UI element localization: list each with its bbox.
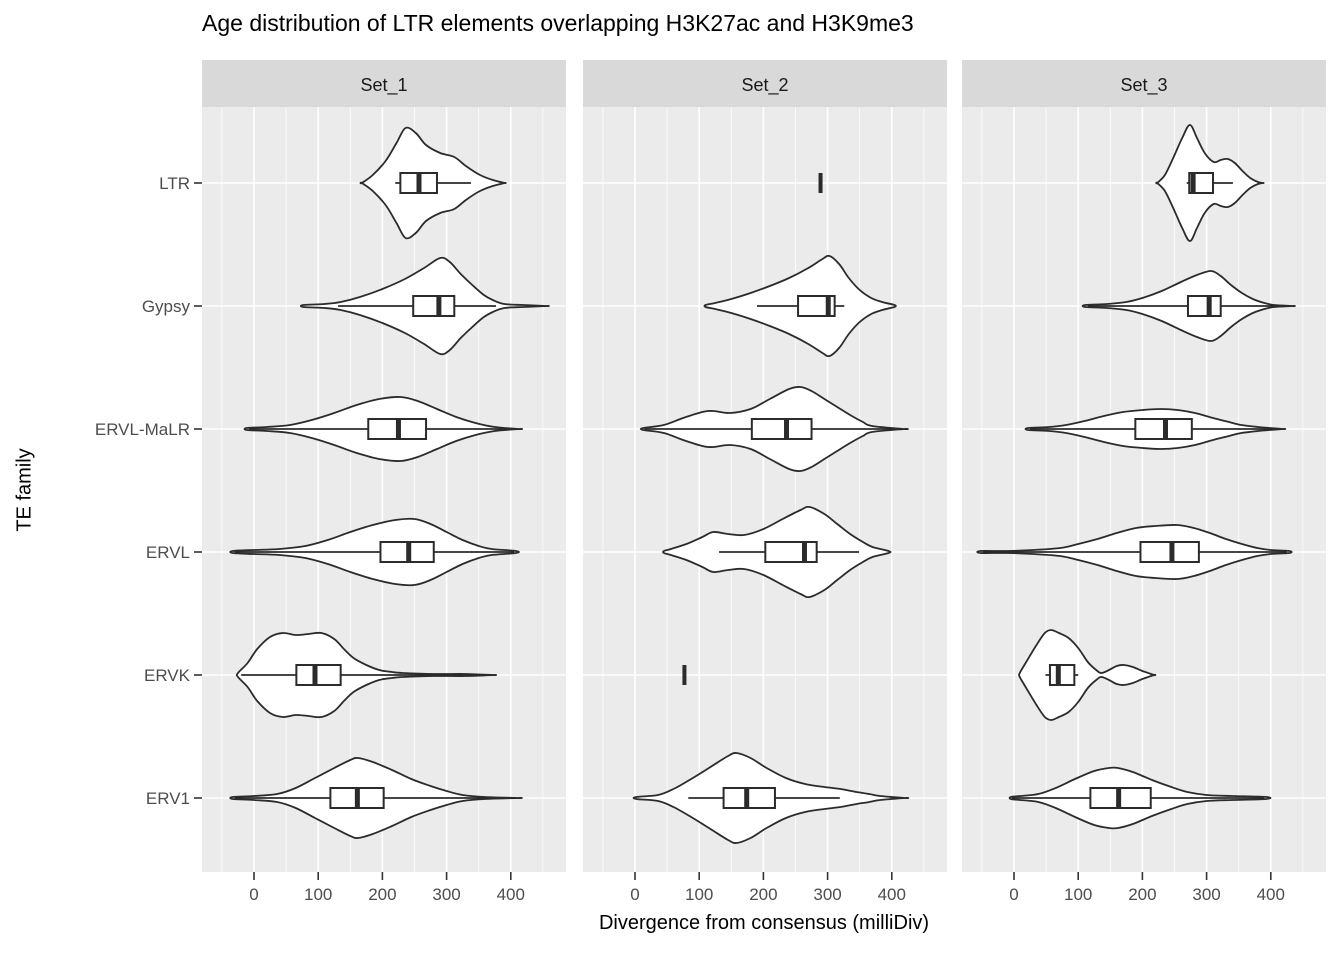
- cell-Set_3-ERV1: [1008, 766, 1272, 830]
- box-iqr: [750, 418, 813, 440]
- cell-Set_2-Gypsy: [703, 254, 897, 358]
- box-median: [1116, 788, 1122, 808]
- x-tick-label: 100: [304, 885, 332, 904]
- x-tick-label: 300: [1192, 885, 1220, 904]
- cell-Set_1-Gypsy: [299, 256, 550, 356]
- box-median: [1169, 542, 1175, 562]
- cell-Set_3-LTR: [1155, 124, 1265, 242]
- facet-strip: [583, 60, 947, 107]
- box-iqr: [295, 664, 342, 686]
- cell-Set_1-ERVK: [235, 631, 498, 719]
- cell-Set_2-ERVL: [662, 505, 892, 599]
- box-median: [784, 419, 790, 439]
- box-median: [416, 173, 422, 193]
- cell-Set_3-ERVL: [976, 524, 1293, 580]
- box-median: [825, 296, 831, 316]
- cell-Set_2-LTR: [818, 173, 823, 193]
- x-tick-label: 0: [249, 885, 258, 904]
- cell-Set_1-ERV1: [229, 757, 523, 839]
- box-median: [312, 665, 318, 685]
- cell-Set_3-ERVL-MaLR: [1024, 408, 1287, 450]
- box-median: [395, 419, 401, 439]
- collapsed-violin-bar: [818, 173, 823, 193]
- cell-Set_2-ERV1: [632, 752, 910, 844]
- x-tick-label: 0: [1009, 885, 1018, 904]
- cell-Set_2-ERVL-MaLR: [639, 386, 909, 472]
- cell-Set_3-Gypsy: [1081, 270, 1296, 342]
- box-iqr: [1048, 664, 1076, 686]
- y-tick-label: Gypsy: [142, 297, 191, 316]
- cell-Set_1-ERVL-MaLR: [243, 396, 524, 462]
- x-tick-label: 200: [1128, 885, 1156, 904]
- panel-Set_3: Set_3 0 100 200 300 400: [962, 60, 1326, 904]
- panel-background: [962, 107, 1326, 872]
- facet-strip-label: Set_1: [360, 75, 407, 96]
- facet-strip-label: Set_2: [741, 75, 788, 96]
- x-tick-label: 400: [1257, 885, 1285, 904]
- cell-Set_1-LTR: [359, 126, 507, 240]
- y-tick-label: ERVL-MaLR: [95, 420, 190, 439]
- y-tick-label: LTR: [159, 174, 190, 193]
- box-iqr: [764, 541, 818, 563]
- x-tick-label: 400: [497, 885, 525, 904]
- box-iqr: [412, 295, 456, 317]
- y-tick-label: ERVK: [144, 666, 191, 685]
- box-median: [354, 788, 360, 808]
- x-axis-title: Divergence from consensus (milliDiv): [598, 912, 930, 934]
- facet-strip-label: Set_3: [1120, 75, 1167, 96]
- panel-background: [583, 107, 947, 872]
- x-tick-label: 300: [432, 885, 460, 904]
- violin-shape: [1018, 629, 1157, 721]
- box-median: [1163, 419, 1169, 439]
- facet-strip: [202, 60, 566, 107]
- cell-Set_1-ERVL: [229, 517, 520, 587]
- facet-strip: [962, 60, 1326, 107]
- collapsed-violin-bar: [682, 665, 687, 685]
- panel-background: [202, 107, 566, 872]
- box-median: [1190, 173, 1196, 193]
- box-iqr: [722, 787, 776, 809]
- x-tick-label: 100: [685, 885, 713, 904]
- box-median: [406, 542, 412, 562]
- x-tick-label: 200: [368, 885, 396, 904]
- panel-Set_1: Set_1 0 100 200 300 400: [202, 60, 566, 904]
- box-iqr: [1186, 295, 1222, 317]
- y-tick-label: ERVL: [146, 543, 190, 562]
- x-tick-label: 0: [630, 885, 639, 904]
- x-tick-label: 400: [878, 885, 906, 904]
- chart-title: Age distribution of LTR elements overlap…: [202, 10, 914, 36]
- x-tick-label: 200: [749, 885, 777, 904]
- x-tick-label: 300: [813, 885, 841, 904]
- x-tick-label: 100: [1064, 885, 1092, 904]
- box-median: [436, 296, 442, 316]
- box-median: [1055, 665, 1061, 685]
- box-iqr: [797, 295, 836, 317]
- cell-Set_3-ERVK: [1018, 629, 1157, 721]
- cell-Set_2-ERVK: [682, 665, 687, 685]
- box-median: [744, 788, 750, 808]
- box-median: [801, 542, 807, 562]
- y-axis-title: TE family: [13, 448, 36, 532]
- panel-Set_2: Set_2 0 100 200 300 400: [583, 60, 947, 904]
- y-tick-label: ERV1: [146, 789, 190, 808]
- box-median: [1206, 296, 1212, 316]
